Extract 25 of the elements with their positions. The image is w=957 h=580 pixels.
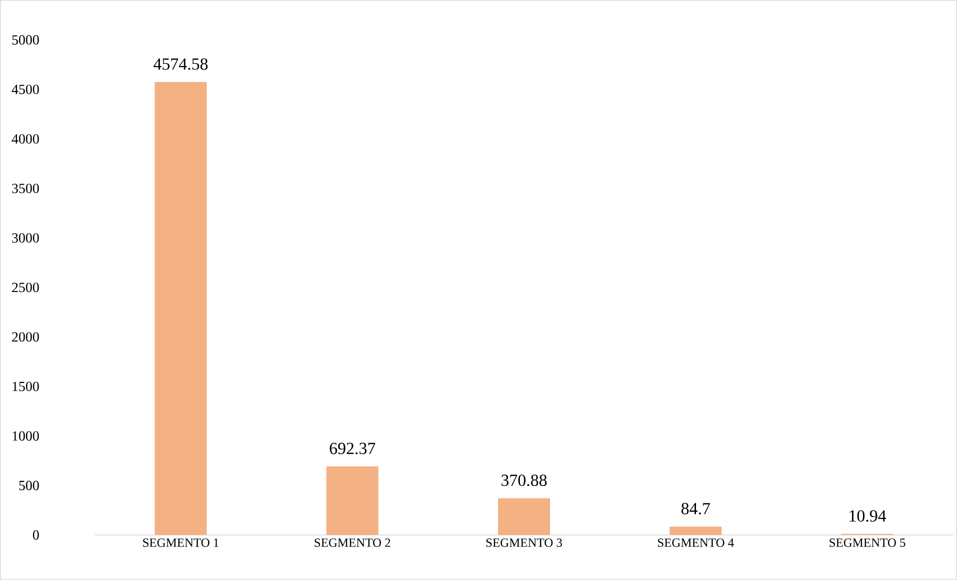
y-tick-label: 4500 <box>12 84 39 94</box>
data-label: 4574.58 <box>154 58 208 70</box>
data-label: 10.94 <box>850 510 886 522</box>
x-tick-label: SEGMENTO 3 <box>486 538 562 547</box>
y-tick-label: 3000 <box>12 233 39 243</box>
data-label: 692.37 <box>330 442 376 454</box>
x-tick-label: SEGMENTO 1 <box>143 538 218 547</box>
x-tick-label: SEGMENTO 4 <box>658 538 734 547</box>
bar <box>326 466 378 536</box>
bar <box>154 82 207 536</box>
bar <box>670 526 722 536</box>
y-tick-label: 2500 <box>12 282 39 292</box>
x-tick-label: SEGMENTO 2 <box>314 538 390 547</box>
y-tick-label: 0 <box>32 530 39 540</box>
bar <box>498 498 550 536</box>
data-label: 370.88 <box>502 474 547 486</box>
y-tick-label: 500 <box>19 480 39 490</box>
y-tick-label: 5000 <box>12 35 39 45</box>
y-tick-label: 1500 <box>12 382 39 392</box>
y-tick-label: 2000 <box>12 332 39 342</box>
y-tick-label: 3500 <box>12 184 39 194</box>
y-tick-label: 4000 <box>12 134 39 144</box>
data-label: 84.7 <box>681 502 710 514</box>
x-tick-label: SEGMENTO 5 <box>830 538 906 547</box>
y-tick-label: 1000 <box>12 431 39 441</box>
